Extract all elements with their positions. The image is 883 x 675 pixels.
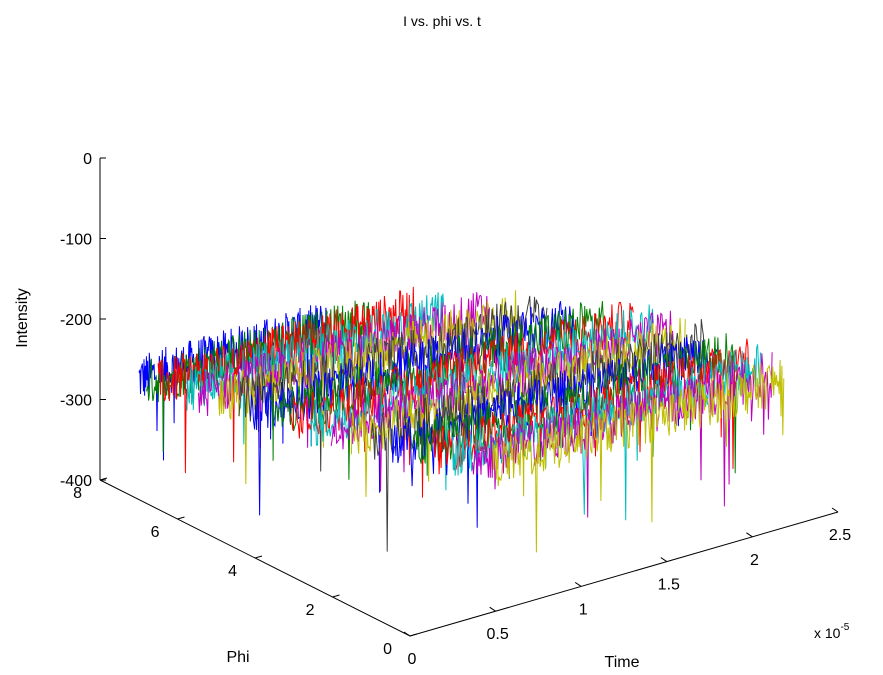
x-axis-label: Time [605, 654, 640, 671]
z-tick-label: 0 [83, 151, 92, 168]
z-axis-label: Intensity [14, 288, 31, 348]
y-tick-label: 4 [228, 563, 237, 580]
ticks-layer: 0 -100 -200 -300 -400 0 0.5 1 1.5 2 2.5 0 2 4 6 8 [60, 151, 851, 668]
x-axis-line [409, 511, 839, 637]
z-tick-label: -300 [60, 393, 92, 410]
x-tick-mark [660, 557, 668, 563]
z-tick-label: -100 [60, 232, 92, 249]
x-tick-label: 2 [750, 552, 759, 569]
chart-title: I vs. phi vs. t [403, 13, 481, 29]
y-tick-mark [99, 477, 108, 481]
x-axis-multiplier: x 10-5 [814, 622, 850, 641]
x-tick-label: 1 [579, 601, 588, 618]
x-tick-label: 1.5 [658, 577, 680, 594]
series-layer [138, 286, 785, 553]
y-tick-mark [409, 633, 418, 637]
series-line [218, 290, 519, 485]
x-tick-mark [489, 606, 496, 612]
x-tick-label: 0.5 [486, 626, 508, 643]
y-axis-label: Phi [226, 649, 249, 666]
y-tick-label: 0 [383, 641, 392, 658]
x-axis-multiplier-exponent: -5 [840, 622, 849, 633]
y-tick-label: 6 [151, 524, 160, 541]
z-tick-label: -400 [60, 473, 92, 490]
x-tick-label: 2.5 [829, 527, 851, 544]
y-tick-label: 2 [306, 602, 315, 619]
z-tick-label: -200 [60, 312, 92, 329]
series-line [492, 359, 785, 553]
x-tick-mark [574, 581, 582, 587]
x-tick-label: 0 [408, 651, 417, 668]
series-line [290, 301, 634, 498]
y-tick-mark [332, 594, 340, 598]
y-tick-label: 8 [73, 485, 82, 502]
x-tick-mark [403, 631, 411, 637]
x-tick-mark [746, 532, 753, 538]
y-tick-mark [177, 516, 185, 520]
x-axis-multiplier-base: x 10 [814, 625, 841, 641]
x-tick-mark [831, 507, 839, 513]
series-line [238, 295, 548, 472]
y-tick-mark [254, 555, 263, 559]
